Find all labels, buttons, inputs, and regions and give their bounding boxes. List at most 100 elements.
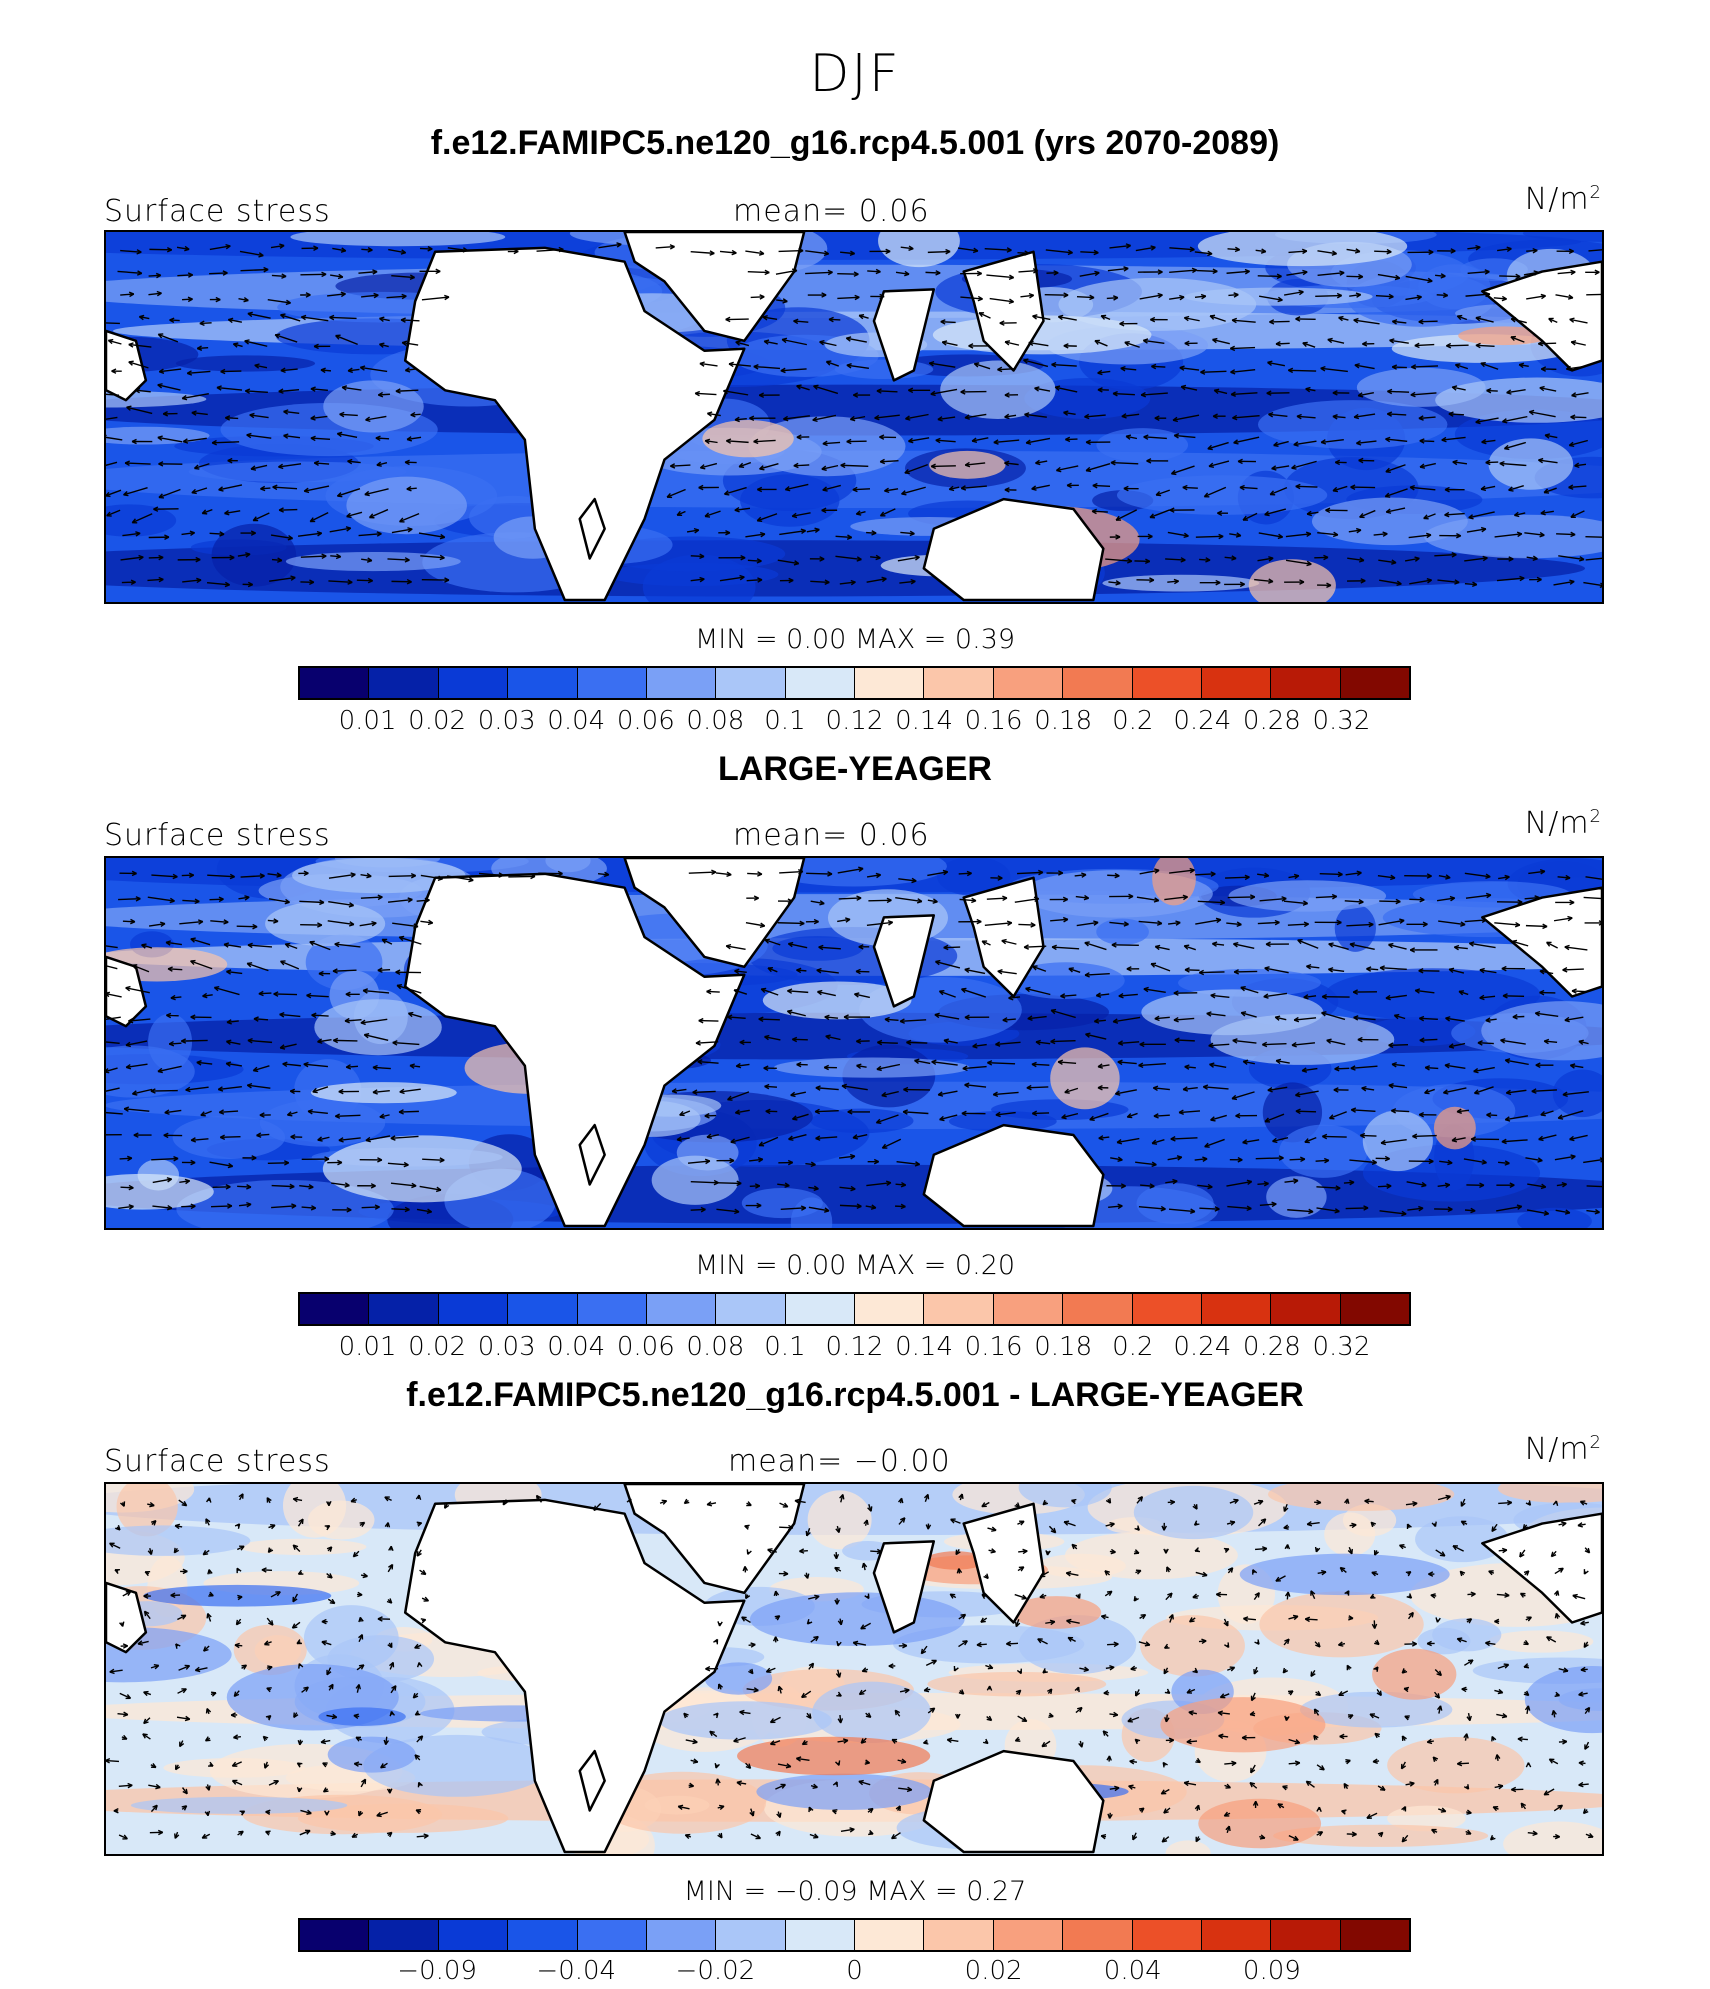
wind-vector <box>1249 1781 1258 1789</box>
wind-vector <box>119 1501 126 1507</box>
colorbar-swatch <box>1132 1920 1202 1950</box>
wind-vector <box>331 1182 350 1188</box>
wind-vector <box>120 291 135 298</box>
wind-vector <box>958 1689 965 1695</box>
wind-vector <box>950 1518 961 1524</box>
wind-vector <box>858 1689 867 1696</box>
wind-vector <box>686 527 700 534</box>
wind-vector <box>953 1666 959 1672</box>
wind-vector <box>149 1829 164 1836</box>
wind-vector <box>1230 391 1258 397</box>
wind-vector <box>1496 1182 1515 1188</box>
wind-vector <box>1468 941 1496 949</box>
wind-vector <box>1223 1547 1230 1553</box>
wind-vector <box>964 1014 990 1021</box>
wind-vector <box>1583 896 1602 900</box>
wind-vector <box>825 1034 841 1041</box>
map-field-patch <box>259 1099 386 1147</box>
wind-vector <box>1117 1040 1140 1046</box>
wind-vector <box>695 1040 719 1046</box>
wind-vector <box>1347 578 1366 584</box>
wind-vector <box>268 898 290 905</box>
wind-vector <box>1071 1498 1077 1505</box>
wind-vector <box>964 967 986 975</box>
wind-vector <box>266 1687 272 1693</box>
wind-vector <box>1493 295 1507 302</box>
wind-vector <box>866 920 894 927</box>
wind-vector <box>1403 1686 1410 1693</box>
wind-vector <box>1466 1182 1485 1188</box>
wind-vector <box>1388 1083 1408 1089</box>
wind-vector <box>839 1203 862 1209</box>
wind-vector <box>252 1065 270 1073</box>
wind-vector <box>1404 1715 1410 1721</box>
wind-vector <box>1349 292 1362 298</box>
wind-vector <box>299 899 325 906</box>
wind-vector <box>1001 938 1017 945</box>
wind-vector <box>1006 1640 1019 1647</box>
wind-vector <box>1123 485 1139 492</box>
wind-vector <box>180 1038 208 1044</box>
wind-vector <box>778 1570 789 1577</box>
wind-vector <box>962 1065 987 1072</box>
wind-vector <box>1076 920 1099 927</box>
wind-vector <box>1164 894 1188 901</box>
wind-vector <box>839 1494 845 1503</box>
wind-vector <box>1098 1135 1110 1141</box>
wind-vector <box>1266 390 1290 396</box>
wind-vector <box>1378 559 1397 565</box>
map-field-patch <box>598 1771 767 1834</box>
wind-vector <box>793 318 809 325</box>
wind-vector <box>361 247 373 253</box>
wind-vector <box>421 1596 430 1602</box>
wind-vector <box>937 416 956 422</box>
wind-vector <box>895 270 910 277</box>
map-field-patch <box>1454 409 1602 460</box>
colorbar-tick-label: 0.04 <box>547 1332 606 1362</box>
wind-vector <box>718 554 746 561</box>
map-field-patch <box>790 1197 833 1228</box>
wind-vector <box>118 896 141 902</box>
wind-vector <box>1075 894 1090 901</box>
field-label: Surface stress <box>104 818 331 853</box>
wind-vector <box>1543 1788 1555 1796</box>
wind-vector <box>128 1017 151 1024</box>
wind-vector <box>209 296 221 303</box>
wind-vector <box>420 554 445 561</box>
colorbar <box>298 1292 1411 1326</box>
wind-vector <box>597 871 610 878</box>
wind-vector <box>386 293 407 300</box>
wind-vector <box>833 1552 840 1560</box>
wind-vector <box>868 897 892 904</box>
wind-vector <box>793 462 810 469</box>
wind-vector <box>246 432 272 439</box>
colorbar-swatch <box>646 1920 717 1950</box>
colorbar-tick-label: 0.18 <box>1034 1332 1093 1362</box>
wind-vector <box>1109 534 1121 540</box>
wind-vector <box>1093 1018 1106 1024</box>
colorbar-swatch <box>1340 668 1409 698</box>
wind-vector <box>719 574 745 582</box>
wind-vector <box>1199 1206 1220 1212</box>
wind-vector <box>1513 511 1526 518</box>
wind-vector <box>106 1758 120 1764</box>
wind-vector <box>224 415 239 421</box>
wind-vector <box>280 367 298 374</box>
wind-vector <box>1571 392 1589 398</box>
wind-vector <box>1578 1760 1586 1766</box>
map-plot <box>104 230 1604 604</box>
wind-vector <box>927 248 951 255</box>
wind-vector <box>176 245 190 252</box>
wind-vector <box>416 1208 433 1214</box>
wind-vector <box>709 1730 718 1738</box>
wind-vector <box>715 1778 721 1786</box>
wind-vector <box>870 554 881 561</box>
map-field-patch <box>116 1484 178 1537</box>
wind-vector <box>935 959 961 969</box>
wind-vector <box>266 1665 273 1671</box>
wind-vector <box>764 1083 778 1090</box>
wind-vector <box>1405 1781 1415 1787</box>
wind-vector <box>986 1715 993 1722</box>
wind-vector <box>1426 1738 1435 1745</box>
wind-vector <box>1406 1523 1412 1530</box>
